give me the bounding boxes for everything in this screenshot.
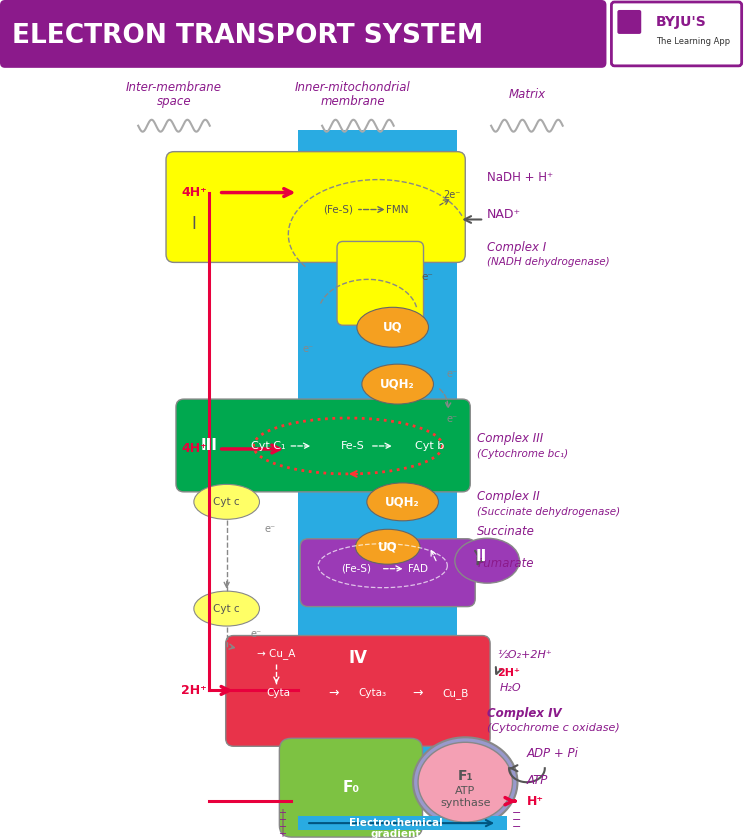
Text: (Cytochrome c oxidase): (Cytochrome c oxidase) <box>488 723 620 733</box>
Text: Cu_B: Cu_B <box>442 688 469 699</box>
Text: FAD: FAD <box>407 564 428 574</box>
Text: ELECTRON TRANSPORT SYSTEM: ELECTRON TRANSPORT SYSTEM <box>12 23 483 49</box>
Text: gradient: gradient <box>370 829 421 839</box>
Text: +: + <box>278 822 286 832</box>
Text: I: I <box>191 216 196 234</box>
Text: II: II <box>476 549 487 564</box>
Text: UQ: UQ <box>378 540 398 554</box>
Text: +: + <box>278 829 286 839</box>
Text: Cyt b: Cyt b <box>415 441 444 451</box>
Ellipse shape <box>194 485 260 519</box>
FancyBboxPatch shape <box>0 0 607 68</box>
Text: +: + <box>278 815 286 825</box>
Text: →: → <box>413 687 423 700</box>
Text: ADP + Pi: ADP + Pi <box>527 747 579 759</box>
Text: The Learning App: The Learning App <box>656 38 730 46</box>
Ellipse shape <box>418 743 512 822</box>
Text: F₁: F₁ <box>458 769 473 783</box>
Text: Cyt c: Cyt c <box>213 604 240 613</box>
Text: e⁻: e⁻ <box>447 369 458 379</box>
Text: e⁻: e⁻ <box>303 344 313 354</box>
Text: Complex III: Complex III <box>477 433 544 445</box>
FancyBboxPatch shape <box>279 738 422 837</box>
Text: BYJU'S: BYJU'S <box>656 15 707 29</box>
Text: (Fe-S): (Fe-S) <box>323 204 353 214</box>
Text: Inter-membrane: Inter-membrane <box>126 81 222 94</box>
Text: →: → <box>328 687 338 700</box>
Ellipse shape <box>194 591 260 626</box>
Text: ATP: ATP <box>455 786 476 796</box>
FancyBboxPatch shape <box>176 399 470 492</box>
Text: membrane: membrane <box>320 95 386 108</box>
Text: → Cu_A: → Cu_A <box>257 648 296 659</box>
Text: Matrix: Matrix <box>509 88 545 102</box>
Text: 4H⁺: 4H⁺ <box>181 443 207 455</box>
Text: 4H⁺: 4H⁺ <box>181 186 207 199</box>
Text: ½O₂+2H⁺: ½O₂+2H⁺ <box>497 650 552 660</box>
Text: (Succinate dehydrogenase): (Succinate dehydrogenase) <box>477 507 620 517</box>
Text: −: − <box>512 822 522 832</box>
Text: 2H⁺: 2H⁺ <box>497 669 520 679</box>
Text: Cyta: Cyta <box>266 689 290 698</box>
Text: e⁻: e⁻ <box>251 628 262 638</box>
Text: Inner-mitochondrial: Inner-mitochondrial <box>295 81 411 94</box>
Text: Complex IV: Complex IV <box>488 707 562 720</box>
Text: (NADH dehydrogenase): (NADH dehydrogenase) <box>488 257 610 267</box>
Text: Cyta₃: Cyta₃ <box>358 689 387 698</box>
Text: IV: IV <box>349 649 368 668</box>
Text: H⁺: H⁺ <box>527 795 544 808</box>
Ellipse shape <box>413 738 518 827</box>
Ellipse shape <box>356 529 420 564</box>
FancyBboxPatch shape <box>300 538 476 606</box>
Text: UQ: UQ <box>383 321 403 333</box>
Ellipse shape <box>367 483 439 521</box>
Text: Complex II: Complex II <box>477 491 540 503</box>
Text: synthase: synthase <box>440 798 491 808</box>
FancyBboxPatch shape <box>226 636 490 746</box>
Text: e⁻: e⁻ <box>447 414 458 424</box>
Text: Fe-S: Fe-S <box>341 441 364 451</box>
Text: 2H⁺: 2H⁺ <box>181 684 207 697</box>
Text: UQH₂: UQH₂ <box>380 378 415 391</box>
Text: 2e⁻: 2e⁻ <box>444 190 461 200</box>
FancyBboxPatch shape <box>611 2 742 66</box>
FancyBboxPatch shape <box>337 241 424 325</box>
Ellipse shape <box>357 307 428 347</box>
Text: ATP: ATP <box>527 774 548 787</box>
Text: e⁻: e⁻ <box>265 524 276 533</box>
Text: +: + <box>278 808 286 818</box>
Text: Complex I: Complex I <box>488 241 547 254</box>
Text: NAD⁺: NAD⁺ <box>488 208 521 221</box>
Ellipse shape <box>362 365 434 404</box>
FancyBboxPatch shape <box>166 152 465 262</box>
Text: space: space <box>157 95 191 108</box>
Text: Cyt c: Cyt c <box>213 496 240 507</box>
Text: H₂O: H₂O <box>500 684 522 694</box>
Text: Fumarate: Fumarate <box>477 557 534 570</box>
Bar <box>298 816 507 830</box>
Text: UQH₂: UQH₂ <box>386 496 420 508</box>
Text: Succinate: Succinate <box>477 525 535 538</box>
Text: III: III <box>201 438 217 454</box>
Text: FMN: FMN <box>386 204 409 214</box>
Text: (Fe-S): (Fe-S) <box>341 564 371 574</box>
Bar <box>298 129 458 769</box>
Text: −: − <box>512 808 522 818</box>
Text: e⁻: e⁻ <box>422 272 434 282</box>
Ellipse shape <box>454 538 520 583</box>
Text: Electrochemical: Electrochemical <box>349 818 442 828</box>
Text: NaDH + H⁺: NaDH + H⁺ <box>488 171 554 184</box>
Text: −: − <box>512 815 522 825</box>
Text: Cyt C₁: Cyt C₁ <box>251 441 286 451</box>
Text: F₀: F₀ <box>343 780 359 795</box>
Text: (Cytochrome bc₁): (Cytochrome bc₁) <box>477 449 568 459</box>
FancyBboxPatch shape <box>617 10 641 34</box>
